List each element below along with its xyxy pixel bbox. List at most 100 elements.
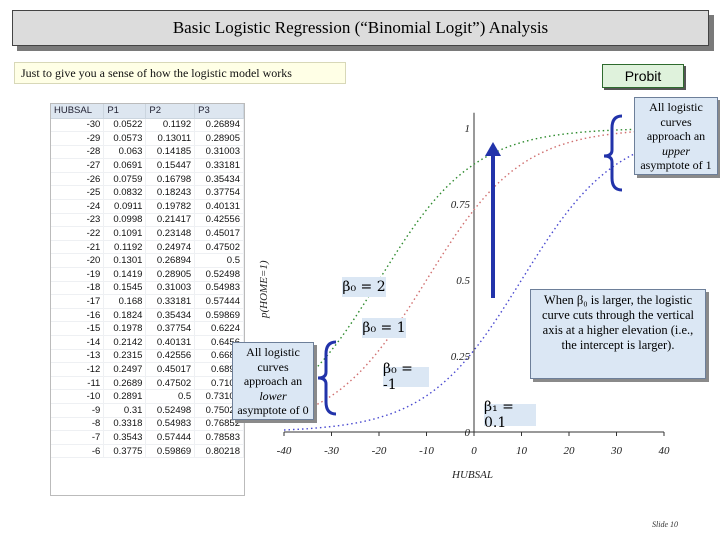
table-cell: 0.14185 — [145, 145, 196, 160]
table-cell: -19 — [51, 267, 105, 282]
table-cell: 0.28905 — [145, 267, 196, 282]
column-header: HUBSAL — [51, 104, 105, 119]
upper-note-line: curves — [660, 114, 692, 129]
table-row: -10 0.2891 0.5 0.73106 — [51, 389, 244, 404]
probit-button[interactable]: Probit — [602, 64, 684, 88]
table-cell: 0.3318 — [103, 417, 147, 432]
table-cell: 0.0573 — [103, 131, 147, 146]
table-cell: 0.23148 — [145, 226, 196, 241]
table-cell: 0.1419 — [103, 267, 147, 282]
lower-note-line: All logistic — [246, 345, 300, 359]
table-row: -29 0.0573 0.13011 0.28905 — [51, 131, 244, 146]
table-cell: -16 — [51, 308, 105, 323]
table-cell: 0.3543 — [103, 430, 147, 445]
table-cell: 0.78583 — [194, 430, 244, 445]
arrow-head — [485, 142, 501, 156]
table-cell: 0.168 — [103, 294, 147, 309]
intercept-note: When β₀ is larger, the logistic curve cu… — [530, 289, 706, 379]
table-cell: 0.45017 — [194, 226, 244, 241]
table-row: -21 0.1192 0.24974 0.47502 — [51, 240, 244, 255]
table-cell: 0.15447 — [145, 158, 196, 173]
table-cell: -26 — [51, 172, 105, 187]
column-header: P2 — [145, 104, 196, 119]
table-cell: -13 — [51, 349, 105, 364]
table-cell: 0.80218 — [194, 444, 244, 459]
table-cell: 0.33181 — [194, 158, 244, 173]
column-header: P3 — [194, 104, 244, 119]
slide-title: Basic Logistic Regression (“Binomial Log… — [12, 10, 709, 46]
table-cell: -27 — [51, 158, 105, 173]
table-cell: -22 — [51, 226, 105, 241]
table-cell: -28 — [51, 145, 105, 160]
table-cell: 0.2689 — [103, 376, 147, 391]
upper-asymptote-note: All logistic curves approach an upper as… — [634, 97, 718, 175]
table-row: -22 0.1091 0.23148 0.45017 — [51, 226, 244, 241]
table-cell: 0.1091 — [103, 226, 147, 241]
table-cell: 0.40131 — [145, 335, 196, 350]
x-tick-label: -40 — [277, 445, 292, 457]
table-cell: 0.0691 — [103, 158, 147, 173]
table-row: -16 0.1824 0.35434 0.59869 — [51, 308, 244, 323]
table-row: -6 0.3775 0.59869 0.80218 — [51, 444, 244, 459]
lower-note-line: asymptote of 0 — [237, 403, 309, 417]
table-cell: 0.063 — [103, 145, 147, 160]
table-cell: -25 — [51, 185, 105, 201]
table-cell: -10 — [51, 389, 105, 404]
table-row: -13 0.2315 0.42556 0.6687 — [51, 349, 244, 364]
table-cell: 0.2142 — [103, 335, 147, 350]
table-cell: 0.59869 — [194, 308, 244, 323]
chart-ticks: -40 -30 -20 -10 0 10 20 30 40 0 0.25 0.5 0.75 1 — [277, 123, 670, 457]
lower-asymptote-note: All logistic curves approach an lower as… — [232, 342, 314, 420]
lower-note-line: approach an — [243, 374, 303, 388]
table-cell: 0.57444 — [145, 430, 196, 445]
table-cell: 0.37754 — [145, 321, 196, 336]
x-tick-label: 30 — [610, 445, 623, 457]
x-tick-label: -30 — [324, 445, 339, 457]
table-cell: 0.31 — [103, 403, 147, 418]
table-cell: 0.19782 — [145, 199, 196, 214]
beta0-minus1-label: β₀ = -1 — [383, 361, 429, 393]
table-cell: 0.1192 — [145, 118, 196, 133]
table-row: -11 0.2689 0.47502 0.7109 — [51, 376, 244, 391]
table-cell: 0.33181 — [145, 294, 196, 309]
table-cell: 0.1978 — [103, 321, 147, 336]
table-cell: 0.31003 — [145, 281, 196, 296]
x-tick-label: 10 — [516, 445, 528, 457]
logistic-curve-2 — [283, 129, 665, 419]
table-cell: -23 — [51, 213, 105, 228]
beta0-1-label: β₀ = 1 — [362, 318, 406, 338]
table-cell: 0.6224 — [194, 321, 244, 336]
y-tick-label: 1 — [465, 123, 471, 135]
table-cell: 0.3775 — [103, 444, 147, 459]
lower-note-line: curves — [257, 359, 289, 374]
table-cell: 0.42556 — [145, 349, 196, 364]
upper-note-line: All logistic — [649, 100, 703, 114]
table-cell: 0.31003 — [194, 145, 244, 160]
table-row: -19 0.1419 0.28905 0.52498 — [51, 267, 244, 282]
table-cell: -21 — [51, 240, 105, 255]
x-tick-label: -10 — [419, 445, 434, 457]
table-cell: 0.1545 — [103, 281, 147, 296]
table-cell: 0.26894 — [145, 253, 196, 269]
table-cell: 0.21417 — [145, 213, 196, 228]
y-axis-label: p(HOME=1) — [258, 260, 270, 319]
table-cell: 0.1824 — [103, 308, 147, 323]
table-cell: 0.42556 — [194, 213, 244, 228]
table-row: -23 0.0998 0.21417 0.42556 — [51, 213, 244, 228]
table-row: -28 0.063 0.14185 0.31003 — [51, 145, 244, 160]
table-cell: -15 — [51, 321, 105, 336]
table-cell: 0.2891 — [103, 389, 147, 404]
beta1-label: β₁ = 0.1 — [484, 399, 536, 431]
table-row: -26 0.0759 0.16798 0.35434 — [51, 172, 244, 187]
table-cell: 0.0911 — [103, 199, 147, 214]
table-cell: 0.54983 — [145, 417, 196, 432]
spreadsheet: HUBSAL P1 P2 P3 -30 0.0522 0.1192 0.26894 -29 0.… — [50, 103, 245, 496]
table-cell: 0.35434 — [194, 172, 244, 187]
upper-note-line: upper — [662, 143, 690, 158]
table-cell: 0.5 — [194, 253, 244, 269]
table-cell: -24 — [51, 199, 105, 214]
y-tick-label: 0.75 — [451, 199, 471, 211]
logistic-curve-3 — [283, 141, 665, 431]
table-cell: 0.2497 — [103, 362, 147, 377]
